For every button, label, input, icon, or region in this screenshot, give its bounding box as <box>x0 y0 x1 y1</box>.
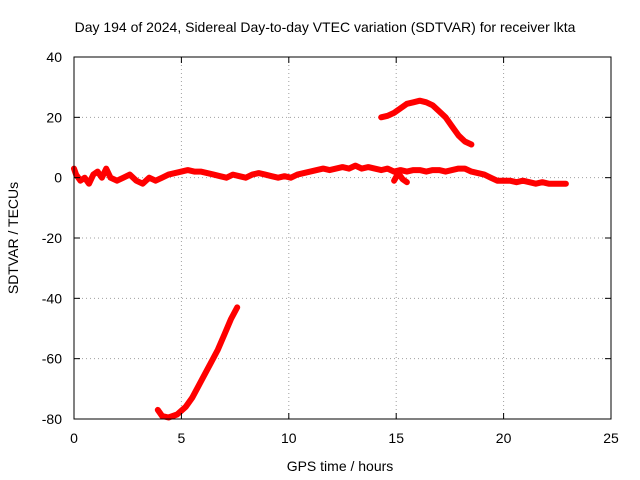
chart-title: Day 194 of 2024, Sidereal Day-to-day VTE… <box>75 19 576 35</box>
x-tick-label: 25 <box>603 430 619 446</box>
y-tick-label: -60 <box>42 351 62 367</box>
y-tick-label: 40 <box>46 49 62 65</box>
y-axis-label: SDTVAR / TECUs <box>5 182 21 294</box>
x-axis-label: GPS time / hours <box>287 458 394 474</box>
series-line-lower-dip <box>154 304 241 421</box>
x-tick-label: 20 <box>496 430 512 446</box>
x-tick-label: 10 <box>281 430 297 446</box>
x-tick-label: 5 <box>178 430 186 446</box>
y-tick-label: -40 <box>42 290 62 306</box>
series-line-main-band <box>71 162 569 187</box>
series-line-small-spike <box>391 170 410 186</box>
series-line-upper-arc <box>378 97 475 148</box>
grid <box>74 57 611 419</box>
y-tick-label: -80 <box>42 411 62 427</box>
x-tick-label: 15 <box>388 430 404 446</box>
series-layer <box>71 97 569 421</box>
y-tick-label: -20 <box>42 230 62 246</box>
axis-ticks: 0 5 10 15 20 25 -80 -60 -40 -20 0 20 40 <box>42 49 619 446</box>
y-tick-label: 20 <box>46 109 62 125</box>
x-tick-label: 0 <box>70 430 78 446</box>
y-tick-label: 0 <box>54 170 62 186</box>
